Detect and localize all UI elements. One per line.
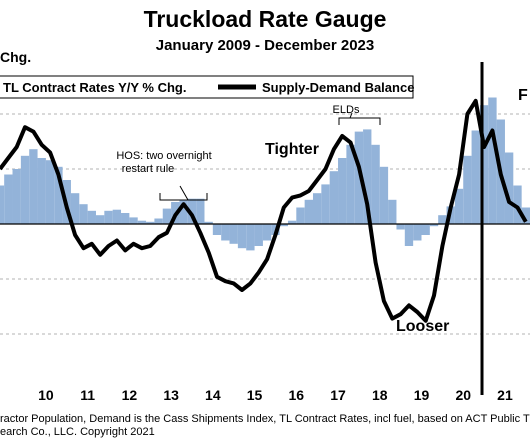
contract-rate-bar [296, 207, 305, 224]
footnote-line-1: ractor Population, Demand is the Cass Sh… [0, 413, 530, 425]
y-axis-label: Chg. [0, 49, 32, 65]
contract-rate-bar [363, 129, 372, 224]
contract-rate-bar [371, 144, 380, 224]
tighter-label: Tighter [265, 141, 319, 158]
x-tick-label: 20 [455, 387, 471, 403]
contract-rate-bar [404, 224, 414, 246]
x-tick-label: 11 [80, 387, 95, 403]
contract-rate-bar [521, 207, 530, 224]
x-tick-label: 17 [330, 387, 346, 403]
contract-rate-bar [204, 221, 213, 224]
looser-label: Looser [396, 318, 449, 335]
contract-rate-bar [329, 171, 339, 224]
contract-rate-bar [146, 221, 155, 224]
legend-label-contract-rates: TL Contract Rates Y/Y % Chg. [3, 80, 187, 95]
contract-rate-bar [379, 166, 389, 224]
contract-rate-bar [237, 224, 247, 249]
contract-rate-bar [129, 217, 138, 224]
contract-rate-bar [37, 158, 46, 224]
contract-rate-bar [396, 224, 405, 230]
contract-rate-bar [438, 215, 447, 224]
contract-rate-bar [254, 224, 263, 246]
contract-rate-bar [454, 188, 464, 224]
contract-rate-bar [70, 193, 80, 224]
elds-annotation: ELDs [333, 104, 360, 116]
contract-rate-bar [479, 105, 489, 224]
contract-rate-bar [87, 210, 96, 224]
contract-rate-bar [221, 224, 230, 241]
x-tick-label: 16 [289, 387, 305, 403]
right-edge-label: F [518, 87, 528, 104]
contract-rate-bar [338, 158, 347, 224]
contract-rate-bar [212, 224, 222, 235]
x-tick-label: 15 [247, 387, 263, 403]
legend: TL Contract Rates Y/Y % Chg. Supply-Dema… [0, 75, 414, 99]
hos-bracket [159, 193, 208, 201]
contract-rate-bar [45, 160, 55, 224]
hos-pointer [179, 185, 189, 201]
contract-rate-bar [95, 215, 105, 224]
x-axis-ticks: 10 11 12 13 14 15 16 17 18 19 20 21 [38, 387, 513, 403]
contract-rate-bar [513, 185, 522, 224]
elds-bracket [338, 117, 381, 125]
contract-rate-bar [287, 220, 297, 224]
supply-demand-line [0, 98, 528, 323]
legend-box [0, 75, 414, 99]
contract-rate-bar [20, 155, 30, 224]
source-footnote: ractor Population, Demand is the Cass Sh… [0, 413, 530, 439]
contract-rate-bar [229, 224, 238, 244]
x-tick-label: 14 [205, 387, 221, 403]
contract-rate-bars [0, 97, 530, 251]
legend-label-balance: Supply-Demand Balance [262, 80, 414, 95]
chart-title: Truckload Rate Gauge [143, 6, 387, 32]
contract-rate-bar [12, 169, 21, 224]
x-tick-label: 13 [163, 387, 179, 403]
contract-rate-bar [112, 209, 122, 224]
contract-rate-bar [4, 174, 13, 224]
hos-annotation-line2: restart rule [122, 163, 175, 175]
contract-rate-bar [187, 198, 197, 224]
contract-rate-bar [79, 204, 88, 224]
contract-rate-bar [312, 193, 322, 224]
contract-rate-bar [154, 218, 163, 224]
contract-rate-bar [137, 220, 147, 224]
contract-rate-bar [504, 152, 514, 224]
contract-rate-bar [304, 199, 313, 224]
x-tick-label: 10 [38, 387, 54, 403]
elds-pointer [349, 112, 353, 119]
x-tick-label: 18 [372, 387, 388, 403]
contract-rate-bar [421, 224, 430, 235]
contract-rate-bar [413, 224, 422, 241]
gridlines [0, 113, 530, 335]
contract-rate-bar [262, 224, 272, 241]
contract-rate-bar [104, 210, 113, 224]
contract-rate-bar [162, 208, 172, 224]
chart-subtitle: January 2009 - December 2023 [155, 37, 375, 54]
hos-annotation-line1: HOS: two overnight [116, 150, 211, 162]
contract-rate-bar [463, 155, 472, 224]
contract-rate-bar [196, 198, 205, 224]
contract-rate-bar [0, 185, 5, 224]
contract-rate-bar [121, 213, 130, 224]
contract-rate-bar [246, 224, 255, 251]
contract-rate-bar [346, 144, 355, 224]
contract-rate-bar [321, 184, 330, 224]
contract-rate-bar [29, 149, 38, 224]
contract-rate-bar [388, 199, 397, 224]
contract-rate-bar [488, 97, 497, 224]
contract-rate-bar [354, 131, 364, 224]
contract-rate-bar [279, 224, 288, 227]
contract-rate-bar [429, 224, 439, 227]
x-tick-label: 12 [122, 387, 138, 403]
contract-rate-bar [54, 166, 63, 224]
footnote-line-2: earch Co., LLC. Copyright 2021 [0, 426, 155, 438]
contract-rate-bar [471, 130, 480, 224]
contract-rate-bar [179, 199, 188, 224]
x-tick-label: 21 [497, 387, 513, 403]
x-tick-label: 19 [414, 387, 430, 403]
